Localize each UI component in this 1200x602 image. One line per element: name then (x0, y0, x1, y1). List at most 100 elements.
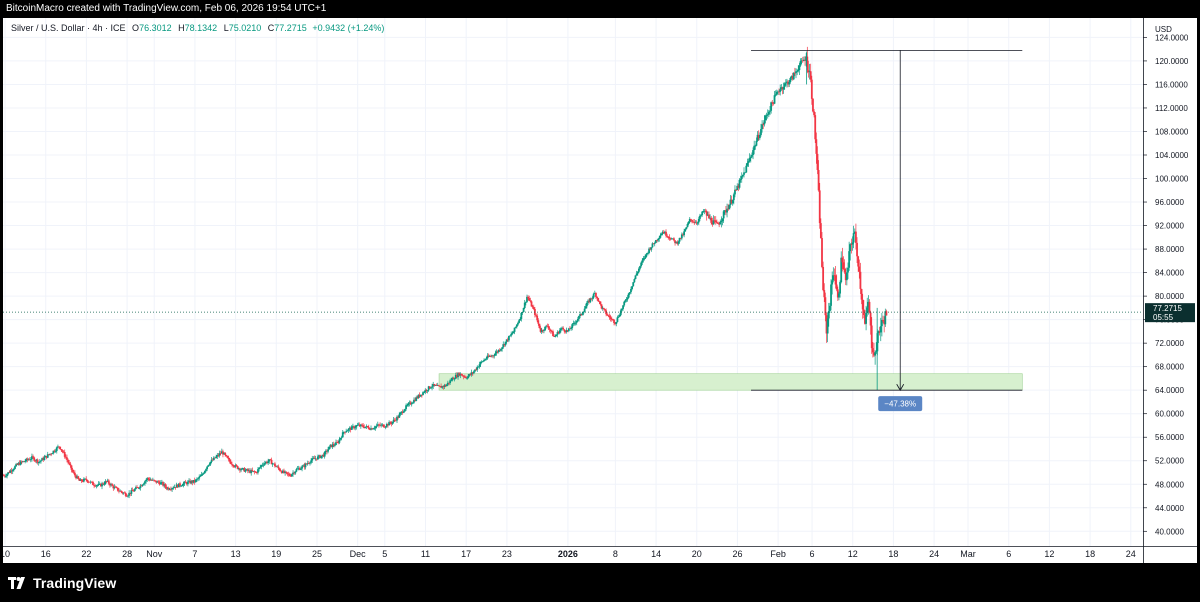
candle-body (43, 457, 46, 460)
tradingview-logo[interactable]: TradingView (8, 575, 116, 591)
candle-body (547, 326, 550, 329)
candle-body (879, 326, 882, 333)
candle-body (647, 252, 649, 254)
candle-body (588, 300, 591, 303)
candle-body (461, 375, 464, 377)
candle-body (18, 462, 21, 465)
candle-body (662, 231, 665, 234)
candle-body (382, 424, 385, 427)
symbol-legend[interactable]: Silver / U.S. Dollar · 4h · ICE O76.3012… (11, 23, 384, 33)
candle-body (245, 469, 248, 471)
candle-body (746, 162, 749, 166)
candle-body (513, 327, 516, 332)
candle-body (728, 205, 731, 210)
candle-body (474, 369, 476, 372)
candle-body (322, 454, 325, 457)
candle-body (63, 452, 66, 457)
support-zone[interactable] (438, 373, 1023, 391)
tradingview-brand-text: TradingView (33, 575, 117, 591)
candle-body (24, 461, 27, 462)
candle-body (749, 156, 752, 158)
candle-body (836, 289, 839, 298)
candle-body (590, 298, 593, 300)
chart-area[interactable]: −47.38% USD 124.0000 120.0000 116.0000 112.0… (3, 18, 1197, 563)
grid (3, 18, 1143, 546)
candle-body (211, 459, 214, 461)
candle-body (659, 235, 662, 238)
candle-body (858, 266, 861, 272)
candle-body (428, 386, 431, 389)
measure-label-box (878, 396, 923, 412)
candle-body (772, 102, 775, 104)
symbol-name: Silver / U.S. Dollar · 4h · ICE (11, 23, 126, 33)
candle-body (19, 461, 22, 465)
candle-body (210, 459, 213, 462)
candle-body (799, 61, 802, 66)
candle-body (475, 369, 478, 371)
candle-body (789, 77, 792, 83)
candle-body (517, 322, 519, 325)
measure-tool[interactable]: −47.38% (751, 49, 1023, 412)
candle-body (621, 308, 623, 311)
candle-body (79, 479, 82, 481)
candle-body (519, 318, 522, 321)
attribution-text: BitcoinMacro created with TradingView.co… (6, 3, 327, 14)
candle-body (145, 479, 147, 482)
candle-body (677, 241, 680, 244)
candle-body (579, 313, 582, 316)
candle-body (792, 72, 795, 80)
candle-body (826, 318, 829, 334)
candle-body (523, 302, 526, 308)
candle-body (306, 463, 309, 465)
candle-body (105, 481, 108, 482)
candle-body (774, 94, 777, 96)
candle-body (530, 301, 533, 307)
candle-body (326, 450, 328, 452)
candle-body (721, 218, 724, 222)
price-tick-label: 100.0000 (1155, 175, 1189, 184)
candle-body (154, 480, 157, 482)
candle-body (702, 211, 705, 212)
candle-body (561, 327, 563, 329)
low-value: 75.0210 (228, 23, 262, 33)
candle-body (767, 111, 770, 115)
candle-body (364, 426, 367, 428)
candle-body (248, 470, 250, 472)
candle-body (147, 478, 150, 479)
candle-body (319, 455, 322, 458)
candle-body (631, 286, 634, 289)
candle-body (584, 306, 587, 309)
candle-body (285, 471, 288, 473)
candle-body (21, 461, 24, 463)
candle-body (859, 271, 862, 289)
candle-body (301, 466, 303, 469)
candle-body (311, 458, 314, 461)
candle-body (46, 454, 49, 458)
price-tick-label: 60.0000 (1155, 410, 1184, 419)
candle-body (562, 327, 565, 330)
candle-body (122, 492, 125, 494)
candle-body (153, 479, 155, 481)
candle-body (537, 320, 540, 324)
candle-body (123, 492, 126, 494)
candle-body (196, 478, 198, 480)
time-axis[interactable]: 10162228Nov7131925Dec511172320268142026F… (3, 546, 1197, 563)
candle-body (453, 378, 456, 380)
candle-body (198, 476, 201, 479)
candle-body (809, 71, 812, 80)
candle-body (689, 219, 692, 221)
candle-body (146, 478, 149, 480)
candle-body (280, 471, 283, 473)
time-axis-bg (3, 546, 1143, 563)
candle-body (565, 330, 568, 332)
candle-body (72, 471, 75, 473)
candle-body (634, 275, 637, 280)
candle-body (801, 60, 804, 62)
candle-body (766, 114, 769, 116)
candle-body (493, 355, 496, 357)
candle-body (545, 325, 548, 327)
candle-body (310, 460, 313, 463)
candle-body (80, 479, 83, 482)
